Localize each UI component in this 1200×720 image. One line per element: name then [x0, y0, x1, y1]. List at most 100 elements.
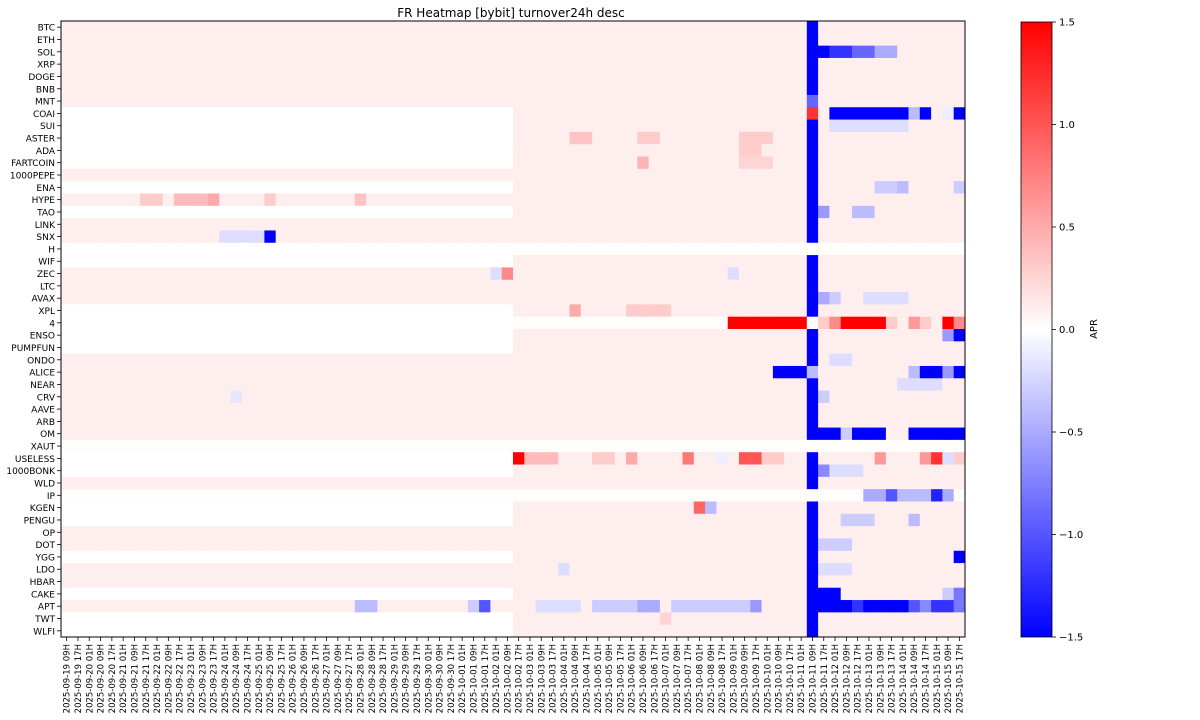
- heatmap-cell: [897, 107, 909, 120]
- heatmap-cell: [456, 353, 469, 367]
- heatmap-cell: [298, 624, 310, 638]
- heatmap-cell: [942, 427, 955, 441]
- heatmap-cell: [580, 439, 593, 453]
- heatmap-cell: [456, 329, 469, 342]
- heatmap-cell: [919, 402, 932, 416]
- heatmap-cell: [456, 70, 469, 83]
- heatmap-cell: [445, 45, 457, 59]
- heatmap-cell: [580, 550, 593, 564]
- heatmap-cell: [840, 82, 853, 96]
- heatmap-cell: [546, 402, 559, 416]
- heatmap-cell: [569, 600, 582, 613]
- heatmap-cell: [659, 563, 672, 576]
- heatmap-cell: [117, 353, 130, 367]
- heatmap-cell: [241, 378, 254, 391]
- heatmap-cell: [332, 144, 344, 157]
- heatmap-cell: [885, 82, 898, 96]
- heatmap-cell: [94, 230, 107, 244]
- heatmap-cell: [784, 193, 796, 207]
- heatmap-cell: [840, 550, 853, 564]
- heatmap-cell: [546, 575, 559, 589]
- heatmap-cell: [320, 476, 333, 490]
- heatmap-cell: [682, 365, 695, 379]
- heatmap-cell: [818, 439, 830, 453]
- heatmap-cell: [829, 624, 842, 638]
- heatmap-cell: [411, 489, 423, 502]
- heatmap-cell: [106, 156, 118, 170]
- heatmap-cell: [83, 526, 96, 539]
- heatmap-cell: [535, 538, 548, 552]
- heatmap-cell: [309, 304, 322, 318]
- heatmap-cell: [931, 292, 943, 305]
- heatmap-cell: [626, 144, 638, 157]
- heatmap-cell: [445, 501, 457, 515]
- heatmap-cell: [863, 242, 875, 256]
- heatmap-cell: [377, 464, 390, 478]
- heatmap-cell: [140, 341, 152, 355]
- heatmap-cell: [784, 144, 796, 157]
- heatmap-cell: [366, 304, 378, 318]
- heatmap-cell: [309, 181, 322, 194]
- heatmap-cell: [558, 267, 570, 281]
- heatmap-cell: [298, 329, 310, 342]
- heatmap-cell: [117, 255, 130, 268]
- heatmap-cell: [287, 33, 299, 47]
- row-label: BTC: [38, 24, 55, 34]
- heatmap-cell: [840, 255, 853, 268]
- heatmap-cell: [320, 107, 333, 120]
- heatmap-cell: [863, 575, 875, 589]
- heatmap-cell: [671, 489, 683, 502]
- heatmap-cell: [388, 70, 401, 83]
- heatmap-cell: [456, 415, 469, 428]
- heatmap-cell: [185, 402, 197, 416]
- heatmap-cell: [840, 267, 853, 281]
- heatmap-cell: [253, 390, 265, 404]
- heatmap-cell: [671, 94, 683, 108]
- heatmap-cell: [151, 390, 164, 404]
- heatmap-cell: [162, 316, 175, 330]
- heatmap-cell: [479, 612, 491, 626]
- heatmap-cell: [128, 156, 141, 170]
- heatmap-cell: [806, 402, 819, 416]
- heatmap-cell: [874, 45, 887, 59]
- heatmap-cell: [580, 94, 593, 108]
- heatmap-cell: [343, 57, 356, 71]
- heatmap-cell: [117, 600, 130, 613]
- heatmap-cell: [897, 538, 909, 552]
- heatmap-cell: [117, 193, 130, 207]
- heatmap-cell: [377, 70, 390, 83]
- heatmap-cell: [874, 513, 887, 527]
- heatmap-cell: [603, 304, 616, 318]
- heatmap-cell: [603, 464, 616, 478]
- heatmap-cell: [784, 538, 796, 552]
- heatmap-cell: [908, 193, 921, 207]
- heatmap-cell: [422, 205, 435, 219]
- heatmap-cell: [761, 538, 774, 552]
- heatmap-cell: [140, 82, 152, 96]
- heatmap-cell: [343, 21, 356, 34]
- heatmap-cell: [546, 119, 559, 133]
- heatmap-cell: [106, 181, 118, 194]
- heatmap-cell: [908, 181, 921, 194]
- heatmap-cell: [829, 193, 842, 207]
- heatmap-cell: [874, 341, 887, 355]
- heatmap-cell: [546, 550, 559, 564]
- heatmap-cell: [580, 33, 593, 47]
- heatmap-cell: [682, 279, 695, 293]
- heatmap-cell: [106, 550, 118, 564]
- heatmap-cell: [128, 94, 141, 108]
- heatmap-cell: [128, 230, 141, 244]
- heatmap-cell: [140, 168, 152, 182]
- column-label: 2025-10-11 01H: [797, 644, 807, 713]
- heatmap-cell: [671, 612, 683, 626]
- heatmap-cell: [151, 538, 164, 552]
- heatmap-cell: [501, 70, 514, 83]
- heatmap-cell: [433, 218, 446, 231]
- heatmap-cell: [456, 230, 469, 244]
- heatmap-cell: [919, 255, 932, 268]
- heatmap-cell: [671, 476, 683, 490]
- heatmap-cell: [388, 267, 401, 281]
- heatmap-cell: [931, 550, 943, 564]
- heatmap-cell: [151, 526, 164, 539]
- heatmap-cell: [818, 304, 830, 318]
